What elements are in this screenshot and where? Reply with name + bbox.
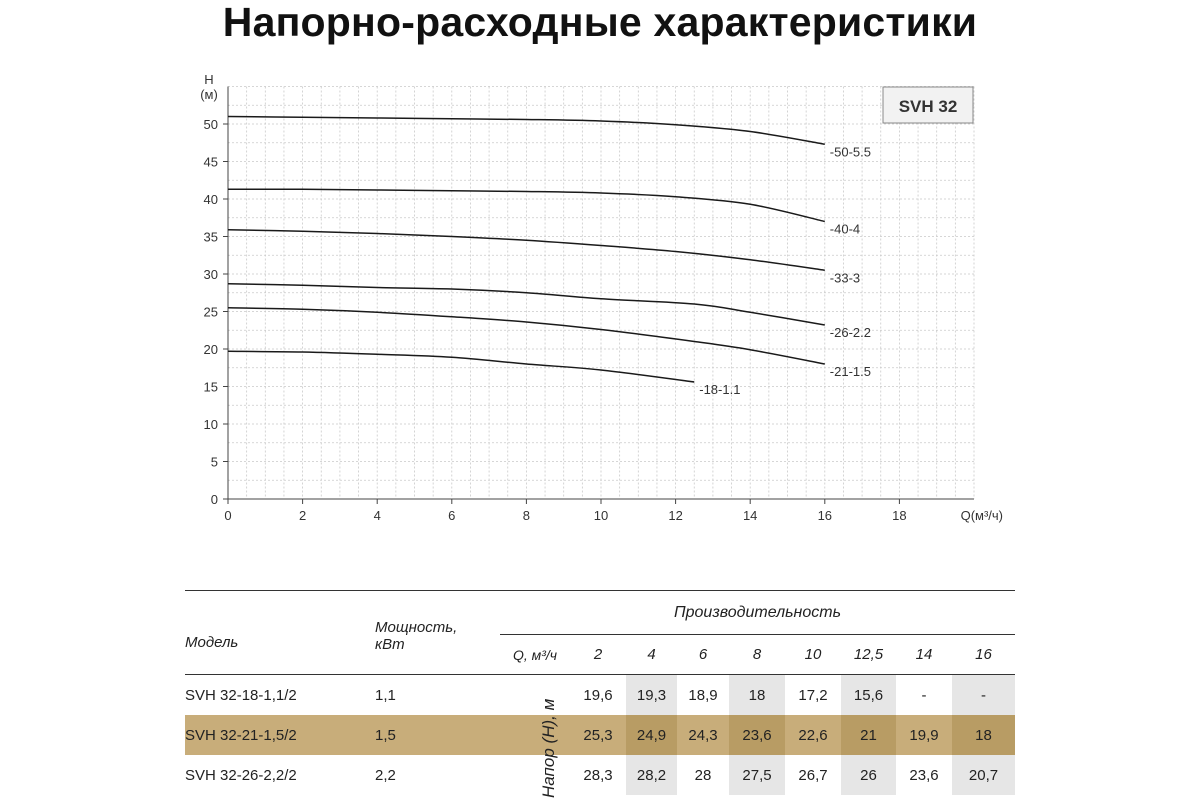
chart-title-box: [882, 86, 974, 124]
series-line: [227, 188, 825, 223]
q-value-header: 8: [729, 634, 785, 675]
head-label-spacer: [500, 715, 570, 755]
series-line: [227, 350, 695, 383]
head-value-cell: 25,3: [570, 715, 626, 755]
head-value-cell: 19,6: [583, 686, 613, 704]
head-value-cell: 18: [729, 674, 785, 715]
x-tick-label: 4: [374, 508, 381, 523]
power-header-line2: кВт: [375, 636, 405, 653]
head-value-cell: 21: [841, 715, 896, 755]
series-line: [227, 283, 825, 326]
y-axis-unit: (м): [200, 87, 218, 102]
performance-table: Модель Мощность, кВт Производительность …: [185, 590, 1016, 800]
chart-title: SVH 32: [899, 97, 958, 116]
x-tick-label: 8: [523, 508, 530, 523]
head-value-cell: -: [952, 674, 1016, 715]
head-axis-label: Напор (Н), м: [505, 680, 565, 800]
x-tick-label: 2: [299, 508, 306, 523]
y-tick-label: 30: [204, 267, 218, 282]
x-tick-label: 14: [743, 508, 757, 523]
q-value-header: 14: [896, 634, 952, 675]
y-tick-label: 15: [204, 380, 218, 395]
head-label-text: Напор (Н), м: [539, 698, 558, 798]
head-value-cell: 20,7: [952, 755, 1016, 795]
q-value-header: 10: [785, 634, 841, 675]
head-value-cell: 22,6: [785, 715, 841, 755]
page-title: Напорно-расходные характеристики: [222, 0, 978, 45]
q-value-header: 6: [677, 634, 729, 675]
table-row: SVH 32-26-2,2/2 2,2 28,3 28,2 28 27,5 26,7 26 23…: [185, 755, 1016, 795]
head-value-cell: 23,6: [729, 715, 785, 755]
y-tick-label: 5: [211, 455, 218, 470]
head-flow-chart: 0 5 10 15 20 25 30 35 40 45 50 0 2 4 6 8 10 12 14 16 18 H(м) Q…: [200, 72, 1003, 523]
x-tick-label: 6: [448, 508, 455, 523]
head-value-cell: 26,7: [798, 766, 828, 784]
q-value-header: 2: [570, 634, 626, 675]
head-value-cell: 24,3: [677, 715, 729, 755]
model-cell: SVH 32-18-1,1/2: [185, 686, 297, 704]
head-value-cell: 17,2: [798, 686, 828, 704]
y-tick-label: 10: [204, 417, 218, 432]
y-tick-label: 40: [204, 192, 218, 207]
q-value-header: 4: [626, 634, 677, 675]
head-value-cell: 28,3: [583, 766, 613, 784]
y-tick-label: 35: [204, 230, 218, 245]
power-header-line1: Мощность,: [375, 619, 458, 636]
head-value-cell: 26: [841, 755, 896, 795]
x-tick-label: 12: [668, 508, 682, 523]
head-value-cell: 19,3: [626, 674, 677, 715]
x-tick-label: 16: [818, 508, 832, 523]
y-tick-label: 20: [204, 342, 218, 357]
head-value-cell: -: [921, 686, 927, 704]
model-cell: SVH 32-26-2,2/2: [185, 766, 297, 784]
x-tick-label: 18: [892, 508, 906, 523]
series-label: -18-1.1: [699, 382, 740, 397]
head-value-cell: 15,6: [841, 674, 896, 715]
col-header-power: Мощность, кВт: [375, 590, 500, 675]
x-axis-label: Q(м³/ч): [961, 508, 1003, 523]
y-tick-label: 50: [204, 117, 218, 132]
series-line: [227, 115, 825, 145]
head-value-cell: 19,9: [896, 715, 952, 755]
head-value-cell: 24,9: [626, 715, 677, 755]
power-cell: 1,5: [375, 715, 500, 755]
series-label: -33-3: [830, 270, 860, 285]
series-label: -40-4: [830, 222, 860, 237]
table-row: SVH 32-21-1,5/2 1,5 25,3 24,9 24,3 23,6 22,6 21…: [185, 715, 1016, 755]
y-tick-label: 0: [211, 492, 218, 507]
series-label: -50-5.5: [830, 144, 871, 159]
power-cell: 1,1: [375, 686, 396, 704]
series-label: -26-2.2: [830, 325, 871, 340]
model-cell: SVH 32-21-1,5/2: [185, 715, 375, 755]
head-value-cell: 28: [694, 766, 712, 784]
y-tick-label: 25: [204, 305, 218, 320]
series-line: [227, 307, 825, 365]
col-header-performance: Производительность: [500, 590, 1016, 635]
table-row: SVH 32-18-1,1/2 1,1 19,6 19,3 18,9 18 17,2 15,6…: [185, 674, 1016, 715]
x-tick-label: 0: [224, 508, 231, 523]
head-value-cell: 23,6: [909, 766, 939, 784]
q-value-header: 12,5: [841, 634, 896, 675]
q-value-header: 16: [952, 634, 1016, 675]
head-value-cell: 28,2: [626, 755, 677, 795]
head-value-cell: 18: [952, 715, 1016, 755]
power-cell: 2,2: [375, 766, 396, 784]
series-line: [227, 229, 825, 271]
series-label: -21-1.5: [830, 364, 871, 379]
head-value-cell: 18,9: [688, 686, 718, 704]
col-header-model: Модель: [185, 590, 375, 675]
q-label: Q, м³/ч: [500, 634, 570, 675]
head-value-cell: 27,5: [729, 755, 785, 795]
y-axis-label: H: [204, 72, 213, 87]
x-tick-label: 10: [594, 508, 608, 523]
y-tick-label: 45: [204, 155, 218, 170]
